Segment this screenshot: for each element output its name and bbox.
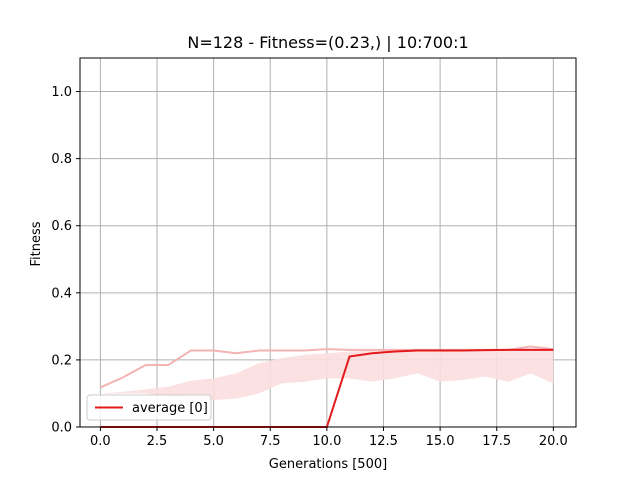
legend-box (86, 394, 212, 421)
x-tick-label: 10.0 (312, 434, 341, 449)
x-tick-label: 5.0 (203, 434, 224, 449)
x-tick-label: 20.0 (539, 434, 568, 449)
x-tick-label: 2.5 (147, 434, 168, 449)
x-tick-label: 0.0 (90, 434, 111, 449)
y-axis-label: Fitness (29, 221, 44, 266)
y-tick-label: 0.2 (51, 353, 72, 368)
range-band (100, 348, 554, 401)
x-tick-label: 12.5 (369, 434, 398, 449)
y-tick-label: 0.4 (51, 286, 72, 301)
x-tick-label: 7.5 (260, 434, 281, 449)
y-tick-label: 0.0 (51, 421, 72, 436)
y-tick-label: 0.6 (51, 219, 72, 234)
y-tick-label: 0.8 (51, 152, 72, 167)
legend-label-average: average [0] (132, 401, 208, 416)
x-tick-label: 15.0 (426, 434, 455, 449)
y-tick-label: 1.0 (51, 85, 72, 100)
chart-title: N=128 - Fitness=(0.23,) | 10:700:1 (187, 33, 468, 52)
x-tick-label: 17.5 (482, 434, 511, 449)
axes-frame (79, 57, 577, 428)
plot-area: 0.0 2.5 5.0 7.5 10.0 12.5 15.0 17.5 20.0 0.0 0.2 0.… (51, 57, 577, 449)
x-axis-label: Generations [500] (269, 457, 387, 472)
